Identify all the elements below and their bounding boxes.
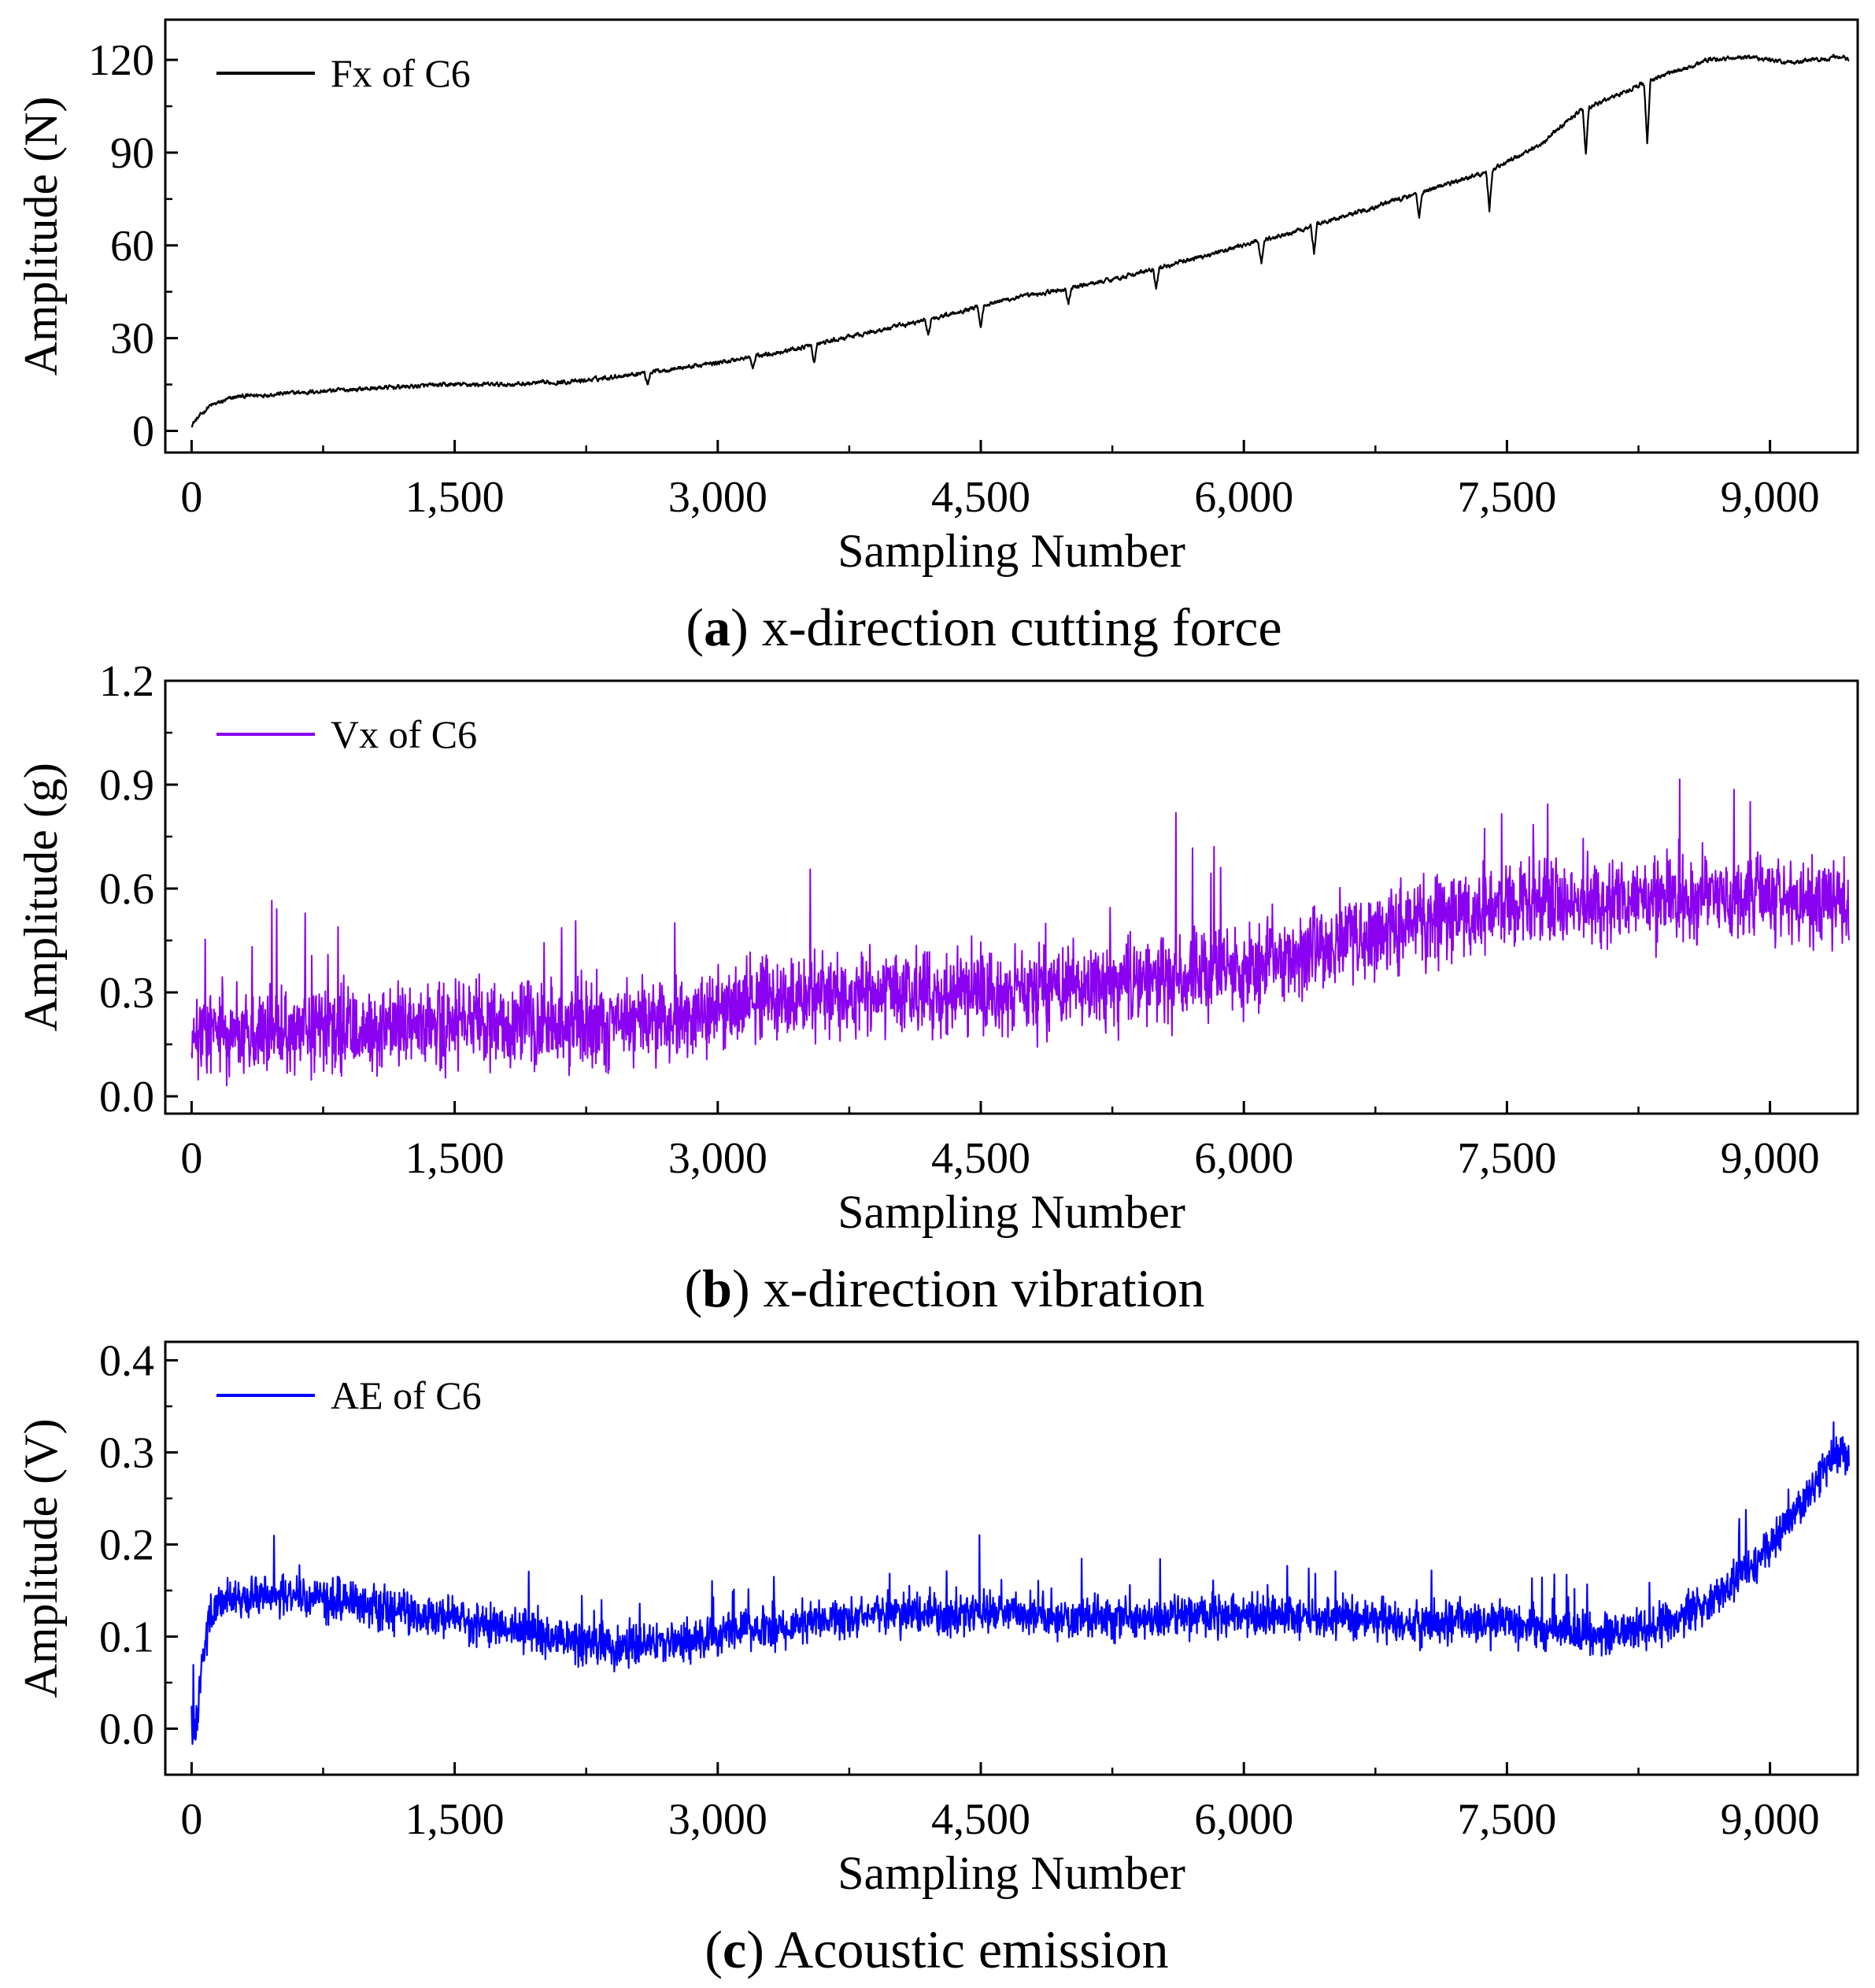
legend-label: Vx of C6	[331, 712, 477, 756]
ae-series-line	[190, 1421, 1850, 1746]
y-tick-label: 120	[88, 36, 154, 85]
caption-letter: a	[704, 597, 730, 657]
plot-frame	[164, 679, 1859, 1115]
x-tick-label: 7,500	[1457, 1134, 1556, 1183]
panel-caption: (b) x-direction vibration	[685, 1258, 1205, 1318]
x-tick-label: 3,000	[668, 1795, 767, 1844]
x-axis-ticks: 0 1,500 3,000 4,500 6,000 7,500 9,000	[180, 1762, 1820, 1844]
x-tick-label: 9,000	[1721, 473, 1820, 522]
y-tick-label: 0	[132, 408, 154, 456]
y-tick-label: 0.2	[99, 1521, 154, 1569]
legend: Vx of C6	[216, 712, 477, 756]
y-tick-label: 30	[110, 315, 154, 364]
caption-text: x-direction cutting force	[762, 597, 1282, 657]
y-tick-label: 0.9	[99, 761, 154, 810]
x-tick-label: 6,000	[1194, 1134, 1293, 1183]
y-tick-label: 1.2	[99, 657, 154, 706]
x-tick-label: 0	[180, 1795, 202, 1844]
y-axis-title: Amplitude (N)	[15, 97, 67, 376]
x-tick-label: 0	[180, 1134, 202, 1183]
x-axis-title: Sampling Number	[838, 525, 1185, 577]
x-tick-label: 1,500	[405, 473, 505, 522]
x-tick-label: 9,000	[1721, 1795, 1820, 1844]
panel-c-acoustic-emission: 0.0 0.1 0.2 0.3 0.4 0 1,500 3,000 4,500 6,000 7,5…	[15, 1336, 1859, 1979]
y-axis-ticks: 0 30 60 90 120	[88, 36, 178, 456]
x-tick-label: 3,000	[668, 473, 767, 522]
x-tick-label: 3,000	[668, 1134, 767, 1183]
x-tick-label: 7,500	[1457, 1795, 1556, 1844]
panel-caption: (a) x-direction cutting force	[686, 597, 1281, 657]
legend: AE of C6	[216, 1373, 482, 1417]
y-tick-label: 0.3	[99, 969, 154, 1018]
x-tick-label: 6,000	[1194, 1795, 1293, 1844]
caption-letter: c	[723, 1920, 746, 1979]
x-tick-label: 6,000	[1194, 473, 1293, 522]
y-tick-label: 0.0	[99, 1705, 154, 1753]
x-tick-label: 4,500	[931, 1795, 1030, 1844]
x-tick-label: 9,000	[1721, 1134, 1820, 1183]
x-tick-label: 0	[180, 473, 202, 522]
legend: Fx of C6	[216, 51, 471, 95]
panel-caption: (c) Acoustic emission	[705, 1920, 1168, 1979]
x-axis-title: Sampling Number	[838, 1847, 1185, 1899]
x-axis-title: Sampling Number	[838, 1186, 1185, 1238]
x-axis-ticks: 0 1,500 3,000 4,500 6,000 7,500 9,000	[180, 1101, 1820, 1183]
y-tick-label: 0.3	[99, 1428, 154, 1477]
y-axis-title: Amplitude (g)	[15, 763, 67, 1032]
caption-text: x-direction vibration	[764, 1258, 1205, 1318]
panel-b-vibration: 0.0 0.3 0.6 0.9 1.2 0 1,500 3,000 4,500 6,000 7,5…	[15, 657, 1859, 1318]
x-axis-ticks: 0 1,500 3,000 4,500 6,000 7,500 9,000	[180, 440, 1820, 522]
panel-a-cutting-force: 0 30 60 90 120 0 1,500 3,000 4,500 6,000 7,500 9,0…	[15, 18, 1859, 657]
y-tick-label: 0.4	[99, 1336, 154, 1385]
vx-series-line	[190, 778, 1850, 1087]
caption-text: Acoustic emission	[775, 1920, 1169, 1979]
y-tick-label: 0.0	[99, 1073, 154, 1121]
plot-frame	[164, 18, 1859, 454]
y-tick-label: 90	[110, 129, 154, 178]
y-axis-title: Amplitude (V)	[15, 1419, 67, 1698]
x-tick-label: 1,500	[405, 1134, 505, 1183]
y-tick-label: 0.1	[99, 1613, 154, 1661]
legend-label: Fx of C6	[331, 51, 471, 95]
plot-frame	[164, 1340, 1859, 1776]
x-tick-label: 1,500	[405, 1795, 505, 1844]
x-tick-label: 4,500	[931, 473, 1030, 522]
legend-label: AE of C6	[331, 1373, 482, 1417]
caption-letter: b	[702, 1258, 732, 1318]
y-axis-ticks: 0.0 0.1 0.2 0.3 0.4	[99, 1336, 178, 1753]
y-tick-label: 60	[110, 222, 154, 271]
fx-series-line	[190, 54, 1850, 428]
y-tick-label: 0.6	[99, 865, 154, 914]
x-tick-label: 7,500	[1457, 473, 1556, 522]
y-axis-ticks: 0.0 0.3 0.6 0.9 1.2	[99, 657, 178, 1121]
x-tick-label: 4,500	[931, 1134, 1030, 1183]
